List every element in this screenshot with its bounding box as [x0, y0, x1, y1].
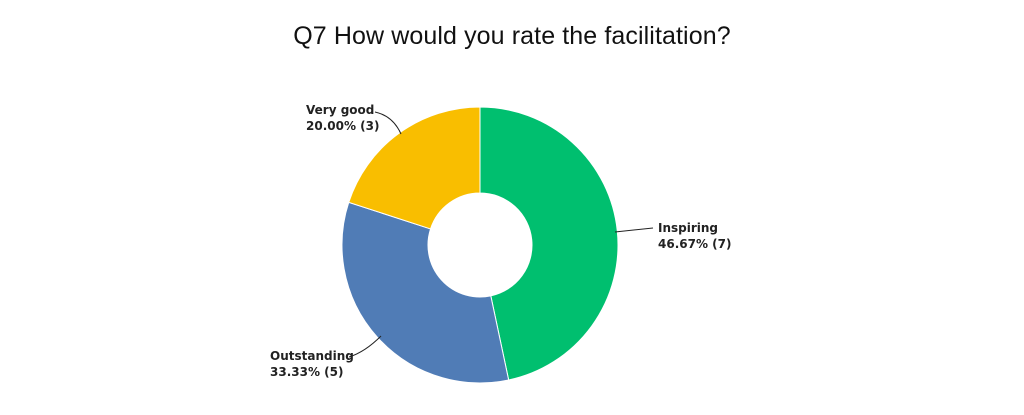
leader-line-very-good — [374, 111, 402, 135]
chart-title: Q7 How would you rate the facilitation? — [293, 22, 731, 50]
leader-line-inspiring — [614, 227, 654, 233]
slice-inspiring — [479, 106, 619, 381]
slice-value-outstanding: 33.33% (5) — [270, 365, 343, 379]
slice-outstanding — [341, 201, 510, 384]
slice-very-good — [348, 106, 481, 230]
slice-value-inspiring: 46.67% (7) — [658, 237, 731, 251]
slices-group — [341, 106, 619, 384]
slice-value-very-good: 20.00% (3) — [306, 119, 379, 133]
leaders-group — [348, 111, 654, 358]
labels-group: Inspiring 46.67% (7) Outstanding 33.33% (5)… — [270, 103, 731, 379]
slice-label-outstanding: Outstanding — [270, 349, 354, 363]
slice-label-very-good: Very good — [306, 103, 374, 117]
slice-label-inspiring: Inspiring — [658, 221, 718, 235]
leader-line-outstanding — [348, 335, 382, 358]
